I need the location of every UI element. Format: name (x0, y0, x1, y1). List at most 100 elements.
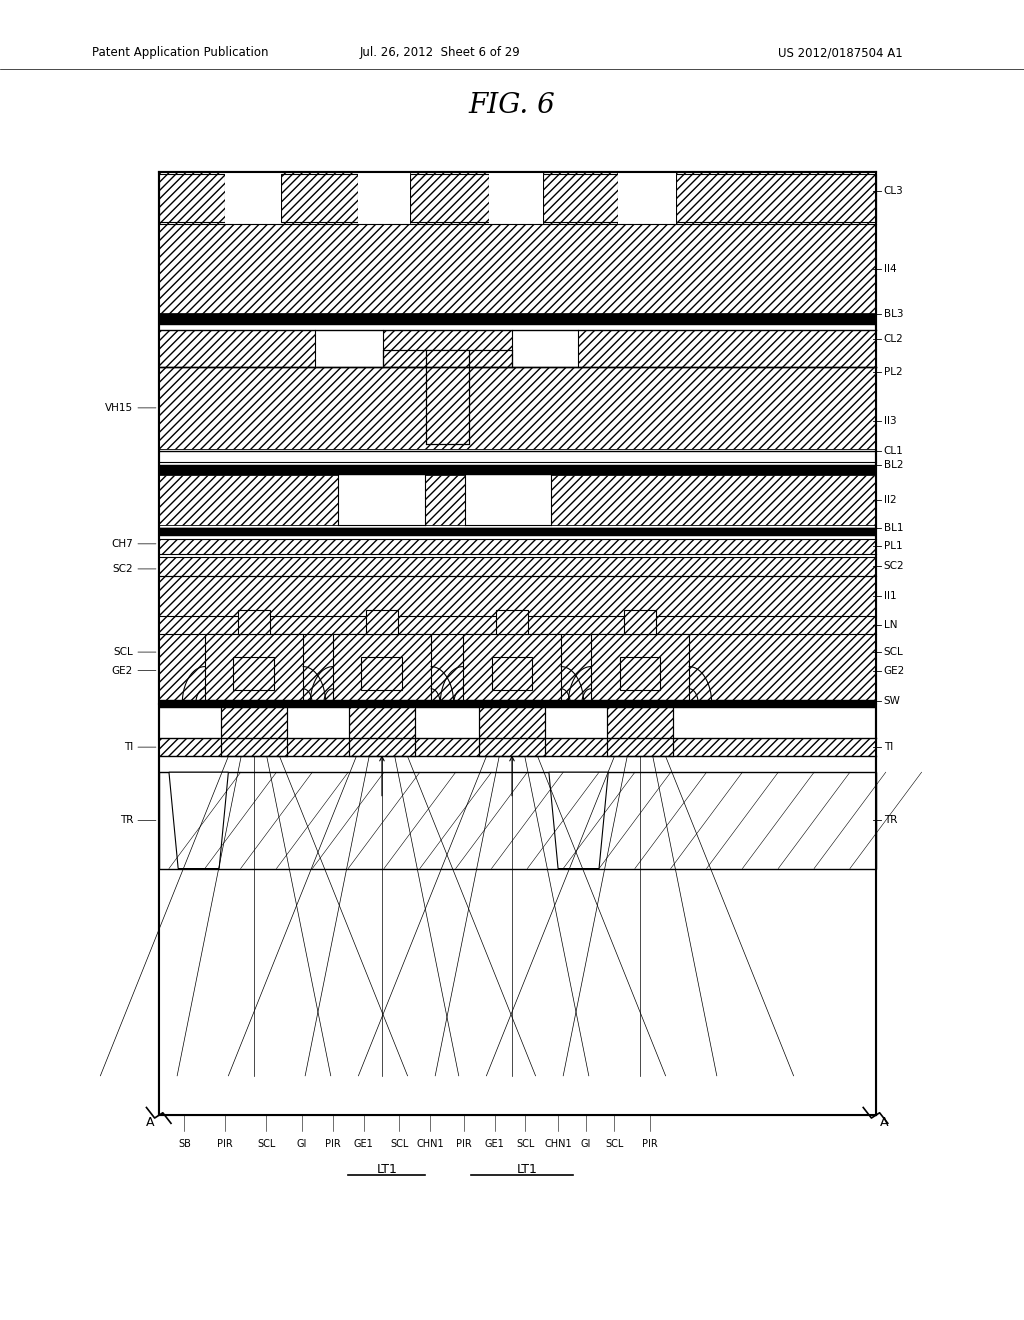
Bar (159, 172, 876, 314)
Bar (205, 634, 303, 704)
Text: GE1: GE1 (353, 1139, 374, 1150)
Bar (489, 172, 543, 224)
Bar (618, 172, 676, 224)
Bar (159, 576, 876, 616)
Bar (159, 367, 876, 449)
Bar (333, 634, 431, 704)
Bar (676, 174, 876, 222)
Bar (159, 738, 876, 756)
Bar (315, 330, 383, 367)
Bar (607, 704, 673, 756)
Text: SCL: SCL (257, 1139, 275, 1150)
Bar (159, 174, 225, 222)
Bar (221, 704, 287, 756)
Text: SC2: SC2 (113, 564, 133, 574)
Bar (238, 610, 270, 634)
Bar (591, 634, 689, 704)
Text: VH15: VH15 (105, 403, 133, 413)
Bar (607, 704, 673, 756)
Bar (159, 314, 876, 325)
Bar (383, 350, 512, 367)
Bar (159, 869, 876, 1115)
Text: GE2: GE2 (112, 665, 133, 676)
Bar (221, 704, 287, 756)
Bar (383, 350, 512, 367)
Text: SCL: SCL (605, 1139, 624, 1150)
Bar (159, 465, 876, 475)
Bar (620, 657, 660, 690)
Text: TR: TR (884, 816, 897, 825)
Text: SCL: SCL (884, 647, 903, 657)
Text: A: A (146, 1115, 155, 1129)
Text: GI: GI (297, 1139, 307, 1150)
Bar (159, 172, 876, 224)
Bar (159, 557, 876, 576)
Bar (463, 634, 561, 704)
Text: TI: TI (884, 742, 893, 752)
Text: A: A (880, 1115, 888, 1129)
Polygon shape (169, 772, 228, 869)
Bar (479, 704, 545, 756)
Bar (281, 174, 358, 222)
Text: FIG. 6: FIG. 6 (469, 92, 555, 119)
Bar (349, 704, 415, 756)
Text: BL2: BL2 (884, 459, 903, 470)
Bar (410, 174, 489, 222)
Text: SB: SB (178, 1139, 190, 1150)
Bar (159, 616, 876, 634)
Text: LN: LN (884, 620, 897, 630)
Bar (159, 634, 876, 704)
Text: CL1: CL1 (884, 446, 903, 457)
Text: II1: II1 (884, 591, 896, 601)
Text: PIR: PIR (642, 1139, 658, 1150)
Bar (225, 172, 281, 224)
Text: GE2: GE2 (884, 665, 905, 676)
Text: II2: II2 (884, 495, 896, 506)
Bar (465, 475, 551, 525)
Text: PIR: PIR (217, 1139, 233, 1150)
Text: PL2: PL2 (884, 367, 902, 378)
Bar (159, 539, 876, 554)
Text: II4: II4 (884, 264, 896, 275)
Bar (361, 657, 402, 690)
Text: PIR: PIR (325, 1139, 341, 1150)
Text: Patent Application Publication: Patent Application Publication (92, 46, 268, 59)
Text: CL2: CL2 (884, 334, 903, 345)
Bar (512, 330, 578, 367)
Bar (426, 350, 469, 444)
Text: CH7: CH7 (112, 539, 133, 549)
Bar (426, 350, 469, 444)
Bar (358, 172, 410, 224)
Text: CL3: CL3 (884, 186, 903, 197)
Text: US 2012/0187504 A1: US 2012/0187504 A1 (778, 46, 903, 59)
Text: LT1: LT1 (377, 1163, 397, 1176)
Bar (159, 528, 876, 536)
Bar (496, 610, 528, 634)
Bar (333, 634, 431, 704)
Bar (349, 704, 415, 756)
Text: TI: TI (124, 742, 133, 752)
Text: Jul. 26, 2012  Sheet 6 of 29: Jul. 26, 2012 Sheet 6 of 29 (360, 46, 520, 59)
Text: SCL: SCL (516, 1139, 535, 1150)
Polygon shape (549, 772, 608, 869)
Text: SC2: SC2 (884, 561, 904, 572)
Text: LT1: LT1 (517, 1163, 538, 1176)
Bar (543, 174, 618, 222)
Bar (159, 700, 876, 708)
Bar (159, 224, 876, 314)
Text: TR: TR (120, 816, 133, 825)
Text: CHN1: CHN1 (417, 1139, 443, 1150)
Bar (159, 172, 876, 1115)
Text: SCL: SCL (390, 1139, 409, 1150)
Bar (463, 634, 561, 704)
Bar (159, 330, 876, 367)
Text: BL1: BL1 (884, 523, 903, 533)
Bar (205, 634, 303, 704)
Text: BL3: BL3 (884, 309, 903, 319)
Bar (492, 657, 532, 690)
Bar (338, 475, 425, 525)
Bar (233, 657, 274, 690)
Text: SCL: SCL (114, 647, 133, 657)
Text: GE1: GE1 (484, 1139, 505, 1150)
Bar (366, 610, 398, 634)
